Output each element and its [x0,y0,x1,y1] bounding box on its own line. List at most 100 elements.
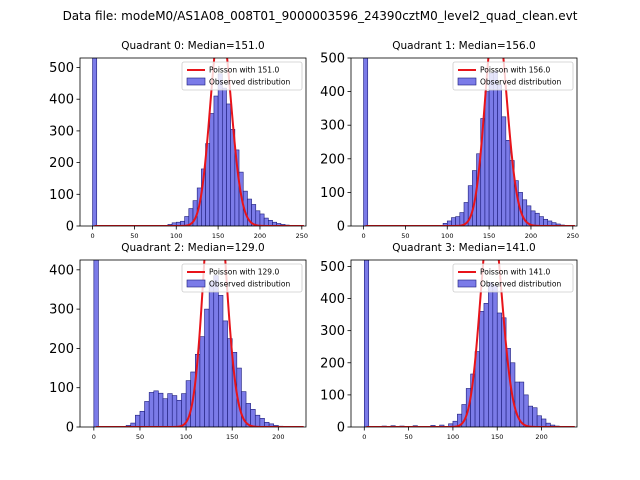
histogram-bar [139,410,145,427]
x-tick-label: 50 [404,433,412,441]
quadrant-0-chart: Quadrant 0: Median=151.00100200300400500… [49,40,308,240]
y-tick-label: 0 [337,220,345,235]
y-tick-label: 0 [66,220,74,235]
y-tick-label: 100 [49,381,74,396]
histogram-bar [484,91,490,226]
y-tick-label: 300 [49,124,74,139]
histogram-bar [451,217,456,226]
legend-bar-swatch [186,77,206,86]
y-tick-label: 200 [49,156,74,171]
histogram-bar [363,58,369,226]
histogram-bar [148,392,155,427]
x-tick-label: 100 [441,232,453,240]
histogram-bars [363,260,560,427]
quadrant-title: Quadrant 2: Median=129.0 [121,242,264,254]
legend: Poisson with 141.0 Observed distribution [452,263,574,293]
legend-box [181,263,303,293]
histogram-bar [530,210,536,226]
legend-line-label: Poisson with 151.0 [209,66,279,75]
histogram-bar [162,398,168,427]
x-tick-label: 0 [361,232,365,240]
histogram-bar [488,282,494,427]
x-tick-label: 200 [272,433,284,441]
quadrant-2-chart: Quadrant 2: Median=129.0 0 100 200 300 400 0 50… [49,242,307,441]
quadrant-3-chart: Quadrant 3: Median=141.00100200300400500… [320,242,578,441]
y-tick-label: 200 [320,152,345,167]
x-tick-label: 50 [136,433,144,441]
histogram-bar [263,217,269,226]
y-tick-label: 300 [320,324,345,339]
legend-bar-label: Observed distribution [209,78,290,87]
y-tick-label: 0 [66,421,74,436]
histogram-bar [226,103,231,226]
x-tick-label: 100 [170,232,182,240]
histogram-bar [497,84,502,226]
legend-bar-label: Observed distribution [480,280,561,289]
plot-frame [79,57,307,227]
y-tick-label: 100 [320,186,345,201]
legend-bar-label: Observed distribution [209,280,290,289]
x-tick-label: 250 [296,232,308,240]
histogram-bar [496,312,502,427]
histogram-bar [93,260,99,427]
legend-bar-swatch [457,279,477,288]
histogram-bar [250,409,256,427]
histogram-bar [527,405,533,427]
x-tick-label: 150 [212,232,224,240]
legend-line-label: Poisson with 129.0 [209,268,279,277]
histogram-bar [259,418,265,427]
x-tick-label: 0 [92,433,96,441]
histogram-bar [176,399,182,427]
x-tick-label: 150 [226,433,238,441]
x-tick-label: 50 [130,232,138,240]
histogram-bar [488,72,494,226]
histogram-bar [213,275,219,427]
poisson-fit-line [366,260,575,427]
quadrant-title: Quadrant 3: Median=141.0 [392,242,535,254]
x-tick-label: 100 [180,433,192,441]
histogram-bar [208,281,215,427]
legend-box [452,263,574,293]
y-tick-label: 100 [49,188,74,203]
histogram-bar [492,71,498,226]
x-tick-label: 150 [483,232,495,240]
histogram-bar [213,95,219,226]
histogram-bar [455,216,461,226]
histogram-bar [167,393,173,427]
x-tick-label: 0 [90,232,94,240]
histogram-bar [209,113,215,226]
y-tick-label: 400 [320,292,345,307]
y-tick-label: 200 [320,356,345,371]
y-tick-label: 400 [49,93,74,108]
y-tick-label: 0 [337,421,345,436]
histogram-bar [199,336,205,427]
y-tick-label: 500 [320,52,345,67]
quadrant-title: Quadrant 0: Median=151.0 [121,40,264,52]
y-tick-label: 300 [49,303,74,318]
histogram-bar [536,415,542,427]
x-tick-label: 200 [525,232,537,240]
x-tick-label: 200 [254,232,266,240]
legend-line-label: Poisson with 141.0 [480,268,550,277]
histogram-bar [92,58,98,226]
histogram-bar [523,394,529,427]
legend-bar-swatch [457,77,477,86]
histogram-bar [218,295,224,427]
histogram-bar [221,87,227,226]
histogram-bar [259,213,265,226]
plot-frame [350,259,578,428]
histogram-bar [532,407,538,427]
y-tick-label: 500 [320,260,345,275]
quadrant-1-chart: Quadrant 1: Median=156.00100200300400500… [320,40,579,240]
histogram-bar [492,285,498,427]
histogram-bar [505,140,511,226]
x-tick-label: 0 [362,433,366,441]
plot-frame [350,57,578,227]
x-tick-label: 150 [491,433,503,441]
legend-line-label: Poisson with 156.0 [480,66,550,75]
y-tick-label: 400 [49,263,74,278]
histogram-bar [254,414,261,427]
histogram-bar [479,311,485,427]
y-tick-label: 400 [320,85,345,100]
